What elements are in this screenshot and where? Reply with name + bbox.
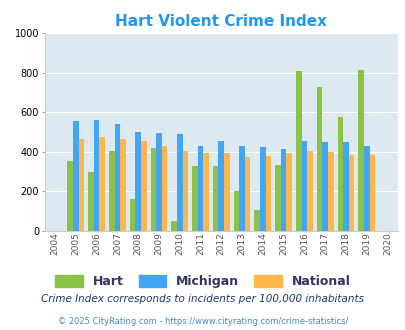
- Bar: [254, 210, 259, 231]
- Bar: [73, 121, 79, 231]
- Bar: [171, 221, 177, 231]
- Bar: [348, 155, 354, 231]
- Bar: [88, 172, 94, 231]
- Bar: [265, 156, 271, 231]
- Bar: [342, 142, 348, 231]
- Bar: [337, 117, 342, 231]
- Bar: [141, 141, 146, 231]
- Bar: [224, 153, 229, 231]
- Bar: [192, 166, 197, 231]
- Bar: [358, 70, 363, 231]
- Bar: [109, 151, 114, 231]
- Bar: [301, 141, 307, 231]
- Bar: [295, 71, 301, 231]
- Bar: [363, 146, 369, 231]
- Bar: [322, 142, 327, 231]
- Bar: [239, 146, 244, 231]
- Bar: [244, 157, 250, 231]
- Bar: [114, 124, 120, 231]
- Bar: [233, 191, 239, 231]
- Title: Hart Violent Crime Index: Hart Violent Crime Index: [115, 14, 326, 29]
- Bar: [120, 139, 126, 231]
- Text: Crime Index corresponds to incidents per 100,000 inhabitants: Crime Index corresponds to incidents per…: [41, 294, 364, 304]
- Bar: [316, 87, 322, 231]
- Bar: [327, 152, 333, 231]
- Bar: [67, 161, 73, 231]
- Bar: [218, 141, 224, 231]
- Bar: [369, 155, 374, 231]
- Bar: [203, 153, 209, 231]
- Bar: [182, 151, 188, 231]
- Bar: [94, 120, 99, 231]
- Bar: [161, 146, 167, 231]
- Bar: [275, 165, 280, 231]
- Bar: [280, 149, 286, 231]
- Bar: [259, 147, 265, 231]
- Bar: [150, 148, 156, 231]
- Text: © 2025 CityRating.com - https://www.cityrating.com/crime-statistics/: © 2025 CityRating.com - https://www.city…: [58, 317, 347, 326]
- Bar: [307, 151, 312, 231]
- Legend: Hart, Michigan, National: Hart, Michigan, National: [55, 275, 350, 288]
- Bar: [79, 139, 84, 231]
- Bar: [99, 137, 105, 231]
- Bar: [197, 146, 203, 231]
- Bar: [135, 132, 141, 231]
- Bar: [212, 166, 218, 231]
- Bar: [156, 133, 161, 231]
- Bar: [130, 199, 135, 231]
- Bar: [177, 134, 182, 231]
- Bar: [286, 153, 291, 231]
